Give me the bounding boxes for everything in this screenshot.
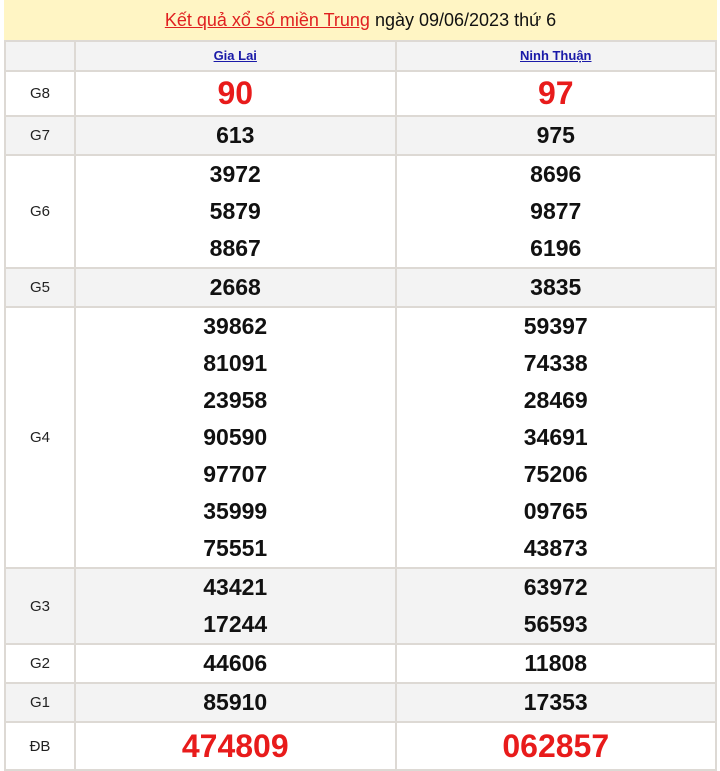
page-title: Kết quả xổ số miền Trung ngày 09/06/2023… <box>4 0 717 40</box>
prize-number: 56593 <box>523 611 588 637</box>
prize-row-G4: G4 39862 81091 23958 90590 97707 35999 75551 593… <box>4 306 717 569</box>
prize-number: 11808 <box>524 650 588 676</box>
prize-number: 613 <box>216 122 255 148</box>
header-row: Gia Lai Ninh Thuận <box>4 40 717 72</box>
prize-row-G3: G3 43421 17244 63972 56593 <box>4 567 717 645</box>
prize-cell: 975 <box>394 115 717 156</box>
prize-number: 2668 <box>209 274 261 300</box>
prize-row-G2: G2 44606 11808 <box>4 643 717 684</box>
empty-header <box>4 40 76 72</box>
prize-label: G4 <box>4 306 76 569</box>
title-date: ngày 09/06/2023 thứ 6 <box>369 10 557 30</box>
prize-row-G6: G6 3972 5879 8867 8696 9877 6196 <box>4 154 717 269</box>
province-header: Ninh Thuận <box>394 40 717 72</box>
prize-number: 062857 <box>502 728 610 764</box>
prize-cell: 11808 <box>394 643 717 684</box>
prize-cell: 062857 <box>394 721 717 771</box>
prize-cell: 85910 <box>74 682 397 723</box>
prize-number: 6196 <box>530 235 582 261</box>
prize-number: 75551 <box>203 535 268 561</box>
prize-number: 09765 <box>523 498 588 524</box>
prize-number: 23958 <box>203 387 268 413</box>
province-link-ninh-thuan[interactable]: Ninh Thuận <box>520 48 592 63</box>
prize-number: 43421 <box>203 574 268 600</box>
prize-cell: 63972 56593 <box>394 567 717 645</box>
province-header: Gia Lai <box>74 40 397 72</box>
prize-label: G7 <box>4 115 76 156</box>
prize-number: 34691 <box>523 424 588 450</box>
prize-cell: 43421 17244 <box>74 567 397 645</box>
prize-number: 975 <box>536 122 575 148</box>
prize-label: G8 <box>4 70 76 117</box>
prize-row-G7: G7 613 975 <box>4 115 717 156</box>
prize-number: 39862 <box>203 313 268 339</box>
prize-label: G1 <box>4 682 76 723</box>
prize-number: 75206 <box>523 461 588 487</box>
prize-row-ĐB: ĐB 474809 062857 <box>4 721 717 771</box>
prize-cell: 39862 81091 23958 90590 97707 35999 75551 <box>74 306 397 569</box>
prize-cell: 613 <box>74 115 397 156</box>
prize-cell: 2668 <box>74 267 397 308</box>
province-link-gia-lai[interactable]: Gia Lai <box>213 48 257 63</box>
prize-number: 43873 <box>523 535 588 561</box>
prize-number: 44606 <box>203 650 268 676</box>
prize-number: 85910 <box>203 689 268 715</box>
prize-row-G5: G5 2668 3835 <box>4 267 717 308</box>
prize-row-G1: G1 85910 17353 <box>4 682 717 723</box>
prize-cell: 474809 <box>74 721 397 771</box>
prize-number: 474809 <box>181 728 289 764</box>
prize-number: 3972 <box>209 161 261 187</box>
prize-cell: 97 <box>394 70 717 117</box>
prize-number: 97 <box>537 75 574 111</box>
prize-number: 81091 <box>203 350 268 376</box>
prize-cell: 17353 <box>394 682 717 723</box>
prize-cell: 44606 <box>74 643 397 684</box>
prize-row-G8: G8 90 97 <box>4 70 717 117</box>
prize-cell: 3835 <box>394 267 717 308</box>
title-link[interactable]: Kết quả xổ số miền Trung <box>164 10 370 30</box>
prize-number: 17353 <box>523 689 588 715</box>
prize-number: 97707 <box>203 461 268 487</box>
prize-label: ĐB <box>4 721 76 771</box>
prize-number: 17244 <box>203 611 268 637</box>
prize-number: 63972 <box>523 574 588 600</box>
prize-cell: 3972 5879 8867 <box>74 154 397 269</box>
prize-label: G2 <box>4 643 76 684</box>
prize-number: 5879 <box>209 198 261 224</box>
results-table: Gia Lai Ninh Thuận G8 90 97 G7 613 975 G6 3972 5… <box>4 40 717 771</box>
prize-label: G6 <box>4 154 76 269</box>
prize-cell: 90 <box>74 70 397 117</box>
prize-number: 3835 <box>530 274 582 300</box>
prize-label: G5 <box>4 267 76 308</box>
prize-number: 8867 <box>209 235 261 261</box>
prize-number: 8696 <box>530 161 582 187</box>
prize-number: 90 <box>217 75 254 111</box>
prize-number: 28469 <box>523 387 588 413</box>
prize-cell: 59397 74338 28469 34691 75206 09765 43873 <box>394 306 717 569</box>
prize-number: 90590 <box>203 424 268 450</box>
prize-number: 74338 <box>523 350 588 376</box>
prize-cell: 8696 9877 6196 <box>394 154 717 269</box>
prize-number: 59397 <box>523 313 588 339</box>
prize-label: G3 <box>4 567 76 645</box>
prize-number: 9877 <box>530 198 582 224</box>
prize-number: 35999 <box>203 498 268 524</box>
